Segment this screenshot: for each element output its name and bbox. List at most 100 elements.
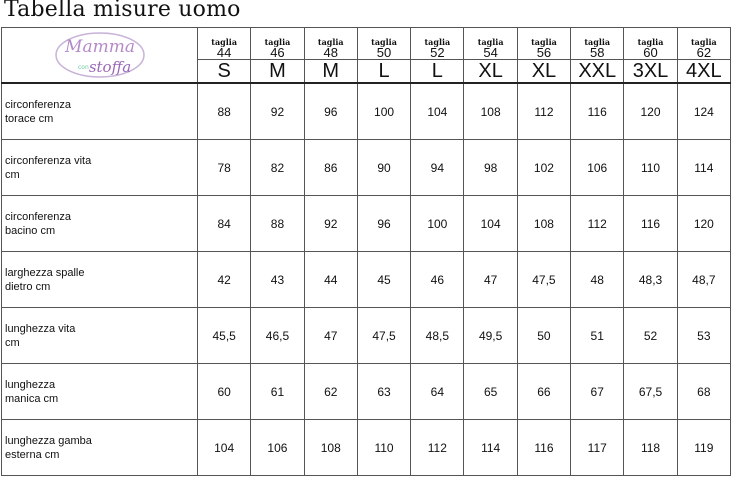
size-letter: XXL — [570, 58, 625, 84]
row-label-line1: circonferenza — [5, 210, 72, 223]
measurement-cell: 78 — [196, 139, 252, 196]
measurement-cell: 44 — [303, 251, 358, 308]
row-label: larghezza spalle dietro cm — [1, 251, 198, 308]
size-header: taglia 56 — [516, 27, 572, 60]
measurement-cell: 100 — [410, 195, 465, 252]
row-label-line1: circonferenza vita — [5, 154, 92, 167]
size-number: 58 — [589, 44, 605, 60]
size-letter: XL — [516, 58, 572, 84]
svg-text:stoffa: stoffa — [89, 58, 131, 76]
size-header: taglia 50 — [356, 27, 412, 60]
taglia-label: taglia — [424, 36, 451, 47]
measurement-cell: 47,5 — [356, 307, 412, 364]
table-row: lunghezza manica cm 60 61 62 63 64 65 66 67 67,5 68 — [1, 363, 732, 420]
row-label: circonferenza torace cm — [1, 82, 198, 140]
measurement-cell: 110 — [356, 419, 412, 476]
size-letter: S — [196, 58, 252, 84]
measurement-cell: 88 — [250, 195, 305, 252]
size-number: 56 — [536, 44, 552, 60]
size-number: 50 — [376, 44, 392, 60]
measurement-cell: 45 — [356, 251, 412, 308]
measurement-cell: 117 — [570, 419, 625, 476]
taglia-label: taglia — [637, 36, 664, 47]
measurement-cell: 84 — [196, 195, 252, 252]
measurement-cell: 67 — [570, 363, 625, 420]
taglia-label: taglia — [211, 36, 238, 47]
size-number: 60 — [643, 44, 658, 60]
row-label: lunghezza gamba esterna cm — [1, 419, 198, 476]
row-label: lunghezza manica cm — [1, 363, 198, 420]
size-letter: 3XL — [623, 58, 678, 84]
row-label-line1: circonferenza — [5, 98, 72, 111]
row-label: circonferenza bacino cm — [1, 195, 198, 252]
measurement-cell: 116 — [570, 82, 625, 140]
row-label: lunghezza vita cm — [1, 307, 198, 364]
table-row: circonferenza vita cm 78 82 86 90 94 98 102 106 11… — [1, 139, 732, 196]
size-letter: 4XL — [676, 58, 732, 84]
table-row: lunghezza gamba esterna cm 104 106 108 110 112… — [1, 419, 732, 476]
measurement-cell: 68 — [676, 363, 732, 420]
measurement-cell: 48 — [570, 251, 625, 308]
measurement-cell: 86 — [303, 139, 358, 196]
measurement-cell: 108 — [463, 82, 518, 140]
row-label-line1: lunghezza gamba — [5, 434, 92, 447]
size-header: taglia 46 — [250, 27, 305, 60]
measurement-cell: 114 — [463, 419, 518, 476]
svg-text:Mamma: Mamma — [64, 37, 135, 57]
taglia-label: taglia — [584, 36, 611, 47]
measurement-cell: 106 — [570, 139, 625, 196]
size-header: taglia 52 — [410, 27, 465, 60]
table-row: lunghezza vita cm 45,5 46,5 47 47,5 48,5 49,5 50… — [1, 307, 732, 364]
measurement-cell: 52 — [623, 307, 678, 364]
measurement-cell: 98 — [463, 139, 518, 196]
measurement-cell: 48,7 — [676, 251, 732, 308]
table-row: circonferenza torace cm 88 92 96 100 104 108 112… — [1, 82, 732, 140]
row-label-line2: esterna cm — [5, 448, 60, 461]
measurement-cell: 124 — [676, 82, 732, 140]
row-label-line1: lunghezza — [5, 378, 56, 391]
measurement-cell: 100 — [356, 82, 412, 140]
table-row: circonferenza bacino cm 84 88 92 96 100 104 108 1… — [1, 195, 732, 252]
size-header: taglia 48 — [303, 27, 358, 60]
measurement-cell: 106 — [250, 419, 305, 476]
table-row: larghezza spalle dietro cm 42 43 44 45 46 47 47,… — [1, 251, 732, 308]
size-letter: L — [410, 58, 465, 84]
size-header: taglia 54 — [463, 27, 518, 60]
measurement-cell: 42 — [196, 251, 252, 308]
measurement-cell: 92 — [303, 195, 358, 252]
row-label-line2: dietro cm — [5, 280, 51, 293]
row-label-line2: torace cm — [5, 112, 54, 125]
measurement-cell: 45,5 — [196, 307, 252, 364]
measurement-cell: 63 — [356, 363, 412, 420]
svg-text:con: con — [78, 64, 89, 71]
measurement-cell: 60 — [196, 363, 252, 420]
measurement-cell: 110 — [623, 139, 678, 196]
size-number: 48 — [323, 44, 338, 60]
size-letter: M — [250, 58, 305, 84]
measurement-cell: 43 — [250, 251, 305, 308]
measurement-cell: 112 — [410, 419, 465, 476]
measurement-cell: 62 — [303, 363, 358, 420]
measurement-cell: 53 — [676, 307, 732, 364]
measurement-cell: 114 — [676, 139, 732, 196]
size-header: taglia 62 — [676, 27, 732, 60]
size-table: Mamma con stoffa taglia 44 taglia 46 taglia 4… — [1, 27, 732, 476]
taglia-label: taglia — [477, 36, 504, 47]
measurement-cell: 94 — [410, 139, 465, 196]
row-label-line1: larghezza spalle — [5, 266, 85, 279]
size-number: 62 — [696, 44, 712, 60]
measurement-cell: 51 — [570, 307, 625, 364]
size-number: 52 — [430, 44, 445, 60]
taglia-label: taglia — [264, 36, 291, 47]
size-letter: M — [303, 58, 358, 84]
taglia-label: taglia — [690, 36, 717, 47]
measurement-cell: 47,5 — [516, 251, 572, 308]
measurement-cell: 49,5 — [463, 307, 518, 364]
measurement-cell: 112 — [516, 82, 572, 140]
size-header: taglia 60 — [623, 27, 678, 60]
size-number: 44 — [216, 44, 232, 60]
measurement-cell: 46,5 — [250, 307, 305, 364]
measurement-cell: 67,5 — [623, 363, 678, 420]
row-label-line1: lunghezza vita — [5, 322, 76, 335]
row-label-line2: cm — [5, 336, 20, 349]
